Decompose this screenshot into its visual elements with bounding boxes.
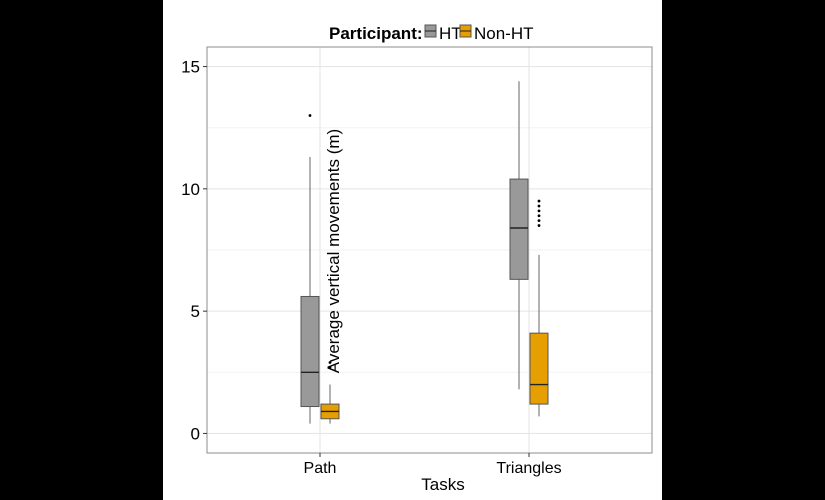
box-iqr [300, 295, 320, 408]
chart-panel: 0 5 10 15 Path Triangles Participant: HT Non-H… [163, 0, 662, 500]
outlier-point [328, 361, 332, 364]
outlier-point [537, 219, 541, 223]
box-Non-HT-Path [320, 361, 340, 424]
y-tick-label: 5 [191, 302, 200, 321]
box-iqr [509, 178, 529, 280]
legend: Participant: HT Non-HT [329, 24, 534, 43]
box-layer [300, 81, 549, 424]
box-iqr [529, 332, 549, 405]
legend-entry-Non-HT: Non-HT [459, 24, 534, 43]
y-tick-label: 15 [181, 58, 200, 77]
outlier-point [308, 114, 312, 117]
outlier-point [537, 209, 541, 213]
y-axis-label: Average vertical movements (m) [324, 129, 343, 373]
y-tick-label: 0 [191, 424, 200, 443]
x-tick-label: Path [304, 460, 337, 477]
outlier-point [537, 204, 541, 208]
outlier-point [537, 224, 541, 227]
plot-frame [206, 46, 653, 454]
outlier-point [328, 365, 332, 369]
legend-entry-HT: HT [424, 24, 462, 43]
x-tick-label: Triangles [496, 460, 561, 477]
axis-layer: 0 5 10 15 Path Triangles [181, 58, 562, 477]
legend-entries: HT Non-HT [424, 24, 534, 43]
outlier-point [537, 214, 541, 218]
y-tick-label: 10 [181, 180, 200, 199]
legend-title: Participant: [329, 24, 423, 43]
outlier-point [537, 199, 541, 203]
box-HT-Triangles [509, 81, 529, 390]
legend-label: HT [439, 24, 462, 43]
box-plot-chart: 0 5 10 15 Path Triangles Participant: HT Non-H… [181, 24, 653, 494]
box-HT-Path [300, 114, 320, 424]
box-Non-HT-Triangles [529, 199, 549, 417]
grid-layer [207, 47, 652, 453]
legend-label: Non-HT [474, 24, 534, 43]
x-axis-label: Tasks [421, 475, 464, 494]
